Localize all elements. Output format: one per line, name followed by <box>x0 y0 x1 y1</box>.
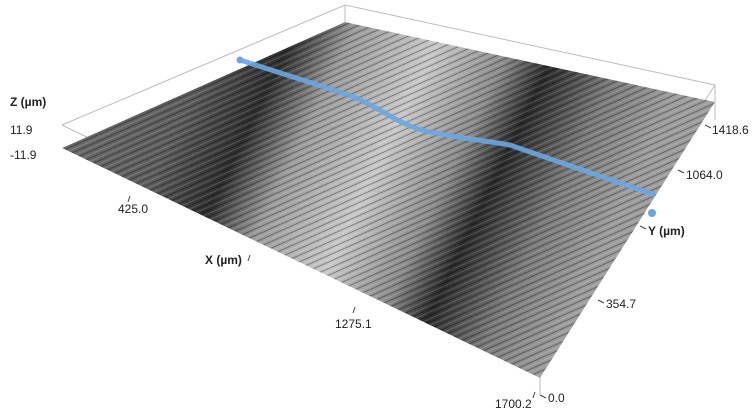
y-axis-label: Y (µm) <box>648 224 685 238</box>
surface <box>62 22 715 378</box>
profile-line <box>236 56 656 217</box>
x-tick-label: 1275.1 <box>335 317 372 331</box>
z-tick-label: -11.9 <box>10 148 37 162</box>
y-tick-label: 0.0 <box>548 391 565 405</box>
x-tick-label: 1700.2 <box>495 397 532 411</box>
y-tick-label: 1064.0 <box>686 168 723 182</box>
x-tick-label: 425.0 <box>118 202 148 216</box>
y-tick-label: 354.7 <box>606 297 636 311</box>
z-tick-label: 11.9 <box>10 123 33 137</box>
y-tick-label: 1418.6 <box>712 123 749 137</box>
z-axis-label: Z (µm) <box>10 95 46 109</box>
ticks <box>127 124 712 399</box>
x-axis-label: X (µm) <box>205 253 242 267</box>
